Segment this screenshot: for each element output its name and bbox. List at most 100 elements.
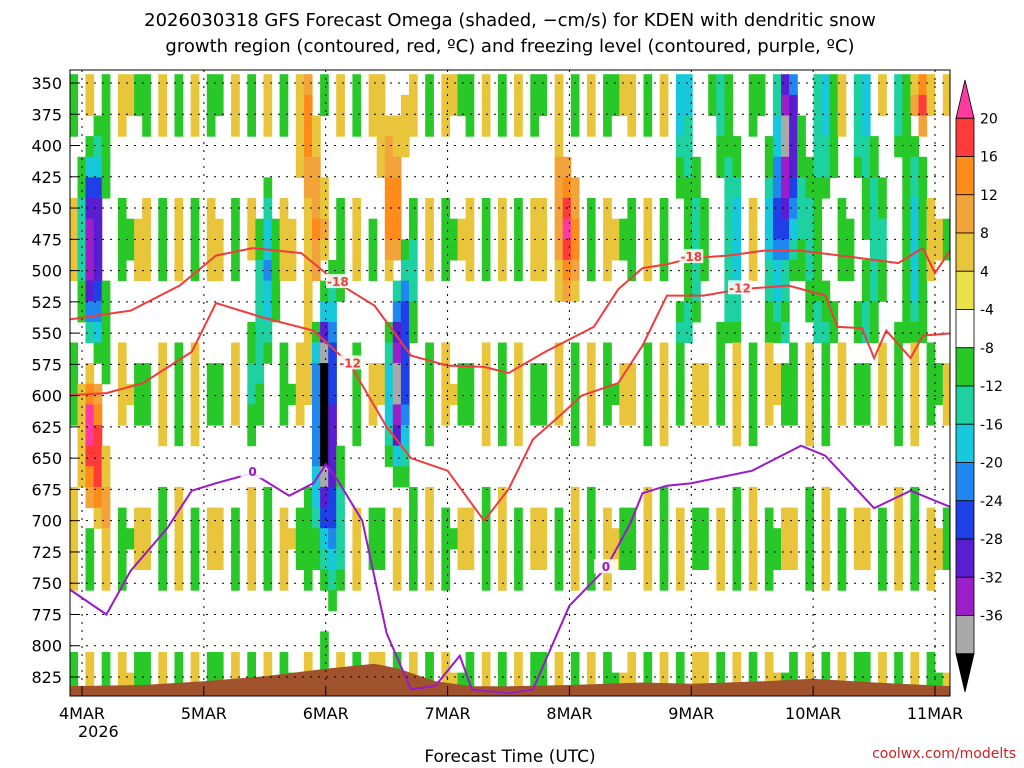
omega-cell (134, 528, 143, 550)
omega-cell (643, 363, 653, 385)
omega-cell (320, 301, 329, 323)
omega-cell (878, 259, 887, 282)
omega-cell (918, 321, 928, 344)
omega-cell (902, 74, 911, 96)
omega-cell (247, 425, 256, 447)
omega-cell (368, 383, 378, 405)
omega-cell (457, 383, 467, 405)
omega-cell (214, 239, 224, 261)
omega-cell (85, 198, 95, 220)
omega-cell (384, 156, 394, 178)
omega-cell (441, 363, 451, 385)
omega-cell (894, 136, 903, 158)
omega-cell (409, 528, 418, 550)
omega-cell (320, 94, 329, 117)
omega-cell (498, 218, 507, 240)
omega-cell (190, 94, 200, 117)
omega-cell (716, 115, 725, 137)
omega-cell (910, 569, 920, 591)
omega-cell (392, 321, 402, 344)
omega-cell (716, 94, 725, 117)
omega-cell (837, 94, 847, 117)
omega-cell (910, 198, 920, 220)
omega-cell (514, 507, 523, 529)
omega-cell (781, 74, 790, 96)
omega-cell (352, 548, 362, 570)
omega-cell (368, 218, 378, 240)
omega-cell (498, 528, 507, 550)
omega-cell (158, 528, 167, 550)
omega-cell (789, 198, 798, 220)
omega-cell (700, 198, 709, 220)
omega-cell (425, 486, 434, 509)
omega-cell (320, 652, 329, 674)
omega-cell (126, 218, 135, 240)
credit-link[interactable]: coolwx.com/modelts (872, 746, 1016, 762)
omega-cell (692, 198, 701, 220)
omega-cell (481, 672, 491, 694)
omega-cell (85, 486, 95, 509)
omega-cell (772, 383, 782, 405)
omega-cell (853, 156, 863, 178)
omega-cell (570, 218, 580, 240)
omega-cell (627, 239, 637, 261)
omega-cell (134, 383, 143, 405)
omega-cell (312, 115, 321, 137)
omega-cell (247, 342, 256, 364)
omega-cell (829, 321, 839, 344)
omega-cell (320, 218, 329, 240)
omega-cell (441, 548, 451, 570)
omega-cell (724, 218, 734, 240)
omega-cell (279, 218, 289, 240)
omega-cell (675, 528, 685, 550)
omega-cell (392, 239, 402, 261)
omega-cell (603, 383, 612, 405)
omega-cell (101, 486, 111, 509)
omega-cell (894, 528, 903, 550)
omega-cell (910, 259, 920, 282)
omega-cell (392, 548, 402, 570)
omega-cell (764, 156, 774, 178)
omega-cell (570, 404, 580, 426)
omega-cell (675, 177, 685, 199)
y-tick-label: 400 (31, 137, 62, 156)
omega-cell (538, 363, 548, 385)
omega-cell (190, 342, 200, 364)
omega-cell (611, 672, 620, 694)
omega-cell (603, 528, 612, 550)
omega-cell (279, 74, 289, 96)
x-axis-label: Forecast Time (UTC) (424, 747, 595, 767)
omega-cell (425, 652, 434, 674)
omega-cell (352, 363, 362, 385)
omega-cell (764, 136, 774, 158)
omega-cell (910, 548, 920, 570)
omega-cell (821, 383, 831, 405)
omega-cell (206, 404, 216, 426)
omega-cell (732, 548, 742, 570)
omega-cell (878, 507, 887, 529)
omega-cell (70, 507, 79, 529)
omega-cell (352, 507, 362, 529)
omega-cell (627, 528, 637, 550)
omega-cell (538, 94, 548, 117)
omega-cell (675, 74, 685, 96)
omega-cell (303, 342, 313, 364)
omega-cell (247, 569, 256, 591)
omega-cell (247, 383, 256, 405)
omega-cell (942, 528, 950, 550)
y-tick-label: 725 (31, 543, 62, 562)
omega-cell (586, 652, 596, 674)
omega-cell (158, 239, 167, 261)
omega-cell (586, 94, 596, 117)
omega-cell (942, 507, 950, 529)
omega-cell (392, 363, 402, 385)
omega-cell (101, 652, 111, 674)
omega-cell (400, 445, 410, 467)
omega-cell (853, 383, 863, 405)
omega-cell (384, 321, 394, 344)
omega-cell (789, 528, 798, 550)
omega-cell (409, 239, 418, 261)
omega-cell (287, 383, 297, 405)
omega-cell (926, 528, 936, 550)
omega-cell (312, 548, 321, 570)
